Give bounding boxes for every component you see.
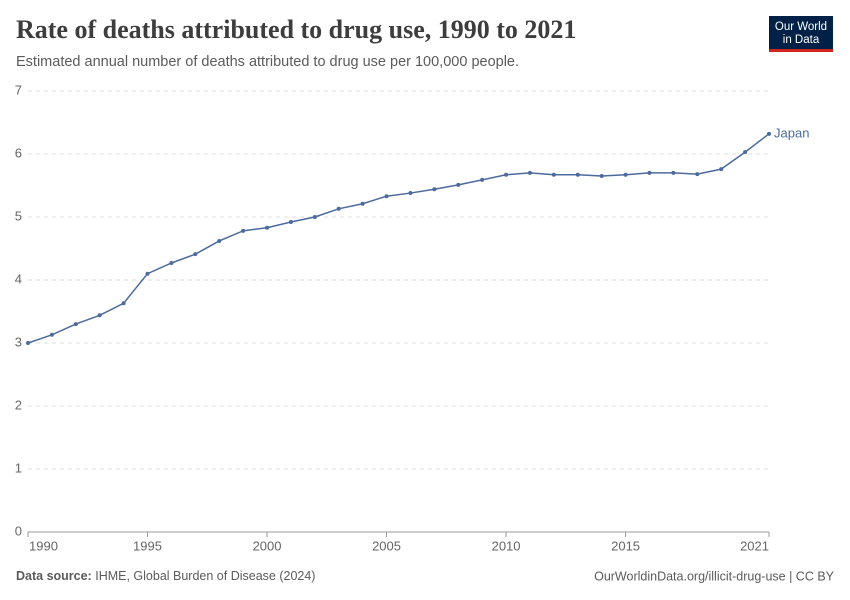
- data-point: [408, 191, 413, 196]
- x-tick-label: 2015: [611, 538, 640, 553]
- data-point: [647, 170, 652, 175]
- chart-subtitle: Estimated annual number of deaths attrib…: [16, 54, 519, 70]
- data-point: [551, 172, 556, 177]
- data-point: [169, 260, 174, 265]
- y-tick-label: 2: [15, 397, 22, 412]
- data-point: [97, 313, 102, 318]
- source-note: Data source: IHME, Global Burden of Dise…: [16, 569, 315, 583]
- chart-title: Rate of deaths attributed to drug use, 1…: [16, 15, 576, 44]
- data-point: [145, 271, 150, 276]
- data-point: [360, 201, 365, 206]
- y-tick-label: 7: [15, 82, 22, 97]
- data-point: [384, 194, 389, 199]
- logo-background: [769, 16, 833, 52]
- y-tick-label: 6: [15, 145, 22, 160]
- y-tick-label: 5: [15, 208, 22, 223]
- data-point: [193, 252, 198, 257]
- data-point: [623, 172, 628, 177]
- data-point: [288, 220, 293, 225]
- logo-stripe: [769, 49, 833, 52]
- x-tick-label: 2021: [740, 538, 769, 553]
- x-tick-label: 2005: [372, 538, 401, 553]
- data-point: [527, 170, 532, 175]
- data-point: [121, 301, 126, 306]
- data-point: [743, 150, 748, 155]
- data-point: [265, 225, 270, 230]
- data-point: [719, 167, 724, 172]
- data-point: [456, 182, 461, 187]
- data-point: [73, 322, 78, 327]
- data-point: [312, 215, 317, 219]
- data-point: [695, 172, 700, 177]
- footer-link[interactable]: OurWorldinData.org/illicit-drug-use | CC…: [594, 569, 835, 583]
- x-tick-label: 2000: [253, 538, 282, 553]
- y-tick-label: 4: [15, 271, 22, 286]
- x-tick-label: 2010: [492, 538, 521, 553]
- data-point: [49, 332, 54, 337]
- data-point: [671, 170, 676, 175]
- y-tick-label: 0: [15, 523, 22, 538]
- data-point: [336, 206, 341, 211]
- data-point: [432, 187, 437, 192]
- logo[interactable]: Our World in Data: [769, 16, 833, 52]
- y-tick-label: 1: [15, 460, 22, 475]
- data-point: [599, 174, 604, 179]
- data-point: [480, 177, 485, 182]
- data-point: [217, 238, 222, 243]
- logo-text: Our World: [775, 21, 827, 33]
- x-tick-label: 1995: [133, 538, 162, 553]
- series-label: Japan: [774, 125, 809, 140]
- series-line: [27, 133, 770, 344]
- data-point: [767, 131, 771, 136]
- x-tick-label: 1990: [29, 538, 58, 553]
- source-label: Data source:: [16, 569, 92, 583]
- data-point: [26, 341, 30, 345]
- data-point: [241, 228, 246, 233]
- logo-text: in Data: [783, 34, 820, 46]
- y-tick-label: 3: [15, 334, 22, 349]
- source-text: IHME, Global Burden of Disease (2024): [95, 569, 315, 583]
- data-point: [575, 172, 580, 177]
- data-point: [504, 172, 509, 177]
